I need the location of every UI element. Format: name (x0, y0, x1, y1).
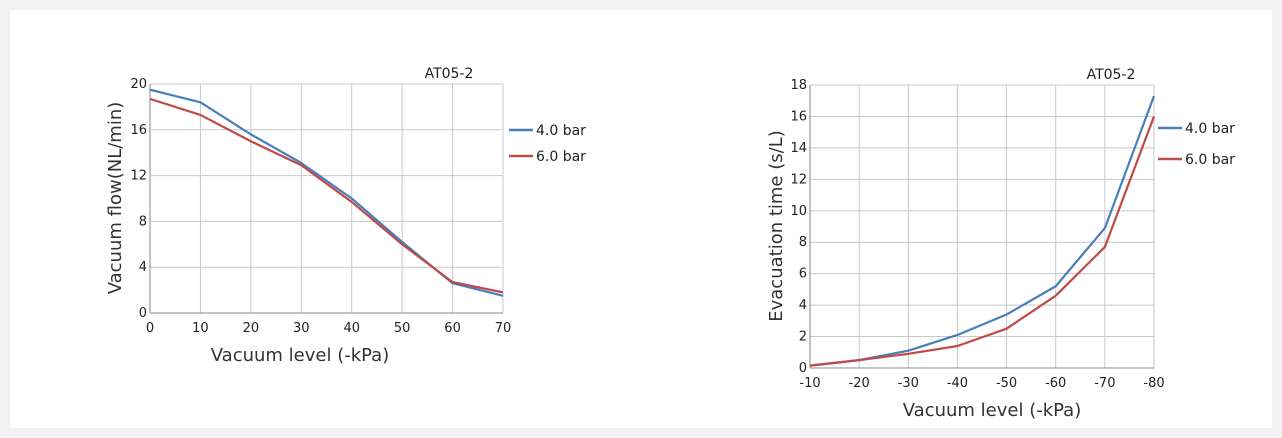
chart-1: 0 4 8 12 16 20 0 10 20 30 40 50 60 70 4.0 bar 6.0 bar AT… (105, 66, 586, 366)
y-tick-label: 12 (130, 169, 147, 184)
x-tick-label: 60 (444, 321, 461, 336)
chart-2: 0 2 4 6 8 10 12 14 16 18 -10 -20 -30 -40 -50 -60 -70 -80 4… (766, 67, 1235, 421)
legend-label: 6.0 bar (536, 149, 586, 165)
chart-panel (10, 10, 1272, 428)
y-tick-label: 0 (799, 361, 807, 376)
x-tick-label: 70 (495, 321, 512, 336)
series-line-2 (809, 116, 1156, 367)
legend-label: 4.0 bar (1185, 121, 1235, 137)
series-line-1 (149, 88, 504, 297)
x-axis-title: Vacuum level (-kPa) (211, 345, 389, 366)
x-tick-label: 0 (146, 321, 154, 336)
x-tick-label: -60 (1045, 376, 1066, 391)
y-tick-label: 2 (799, 330, 807, 345)
legend-label: 4.0 bar (536, 123, 586, 139)
y-tick-label: 4 (139, 260, 147, 275)
chart-title: AT05-2 (1087, 67, 1136, 83)
legend-label: 6.0 bar (1185, 152, 1235, 168)
x-tick-label: -30 (898, 376, 919, 391)
y-tick-label: 16 (790, 109, 807, 124)
y-axis-title: Vacuum flow(NL/min) (105, 102, 126, 295)
x-tick-label: -40 (947, 376, 968, 391)
x-tick-label: 30 (293, 321, 310, 336)
x-tick-label: -50 (996, 376, 1017, 391)
x-tick-label: 40 (343, 321, 360, 336)
x-tick-label: -70 (1094, 376, 1115, 391)
x-tick-label: -10 (799, 376, 820, 391)
y-tick-label: 18 (790, 78, 807, 93)
x-tick-label: 10 (192, 321, 209, 336)
y-tick-label: 16 (130, 123, 147, 138)
y-tick-label: 6 (799, 267, 807, 282)
y-tick-label: 12 (790, 172, 807, 187)
x-axis-title: Vacuum level (-kPa) (903, 400, 1081, 421)
y-tick-label: 20 (130, 77, 147, 92)
y-tick-label: 8 (799, 235, 807, 250)
y-tick-label: 4 (799, 298, 807, 313)
series-line-1 (809, 95, 1156, 367)
chart-title: AT05-2 (425, 66, 474, 82)
y-tick-label: 0 (139, 306, 147, 321)
y-tick-label: 8 (139, 214, 147, 229)
y-tick-label: 10 (790, 204, 807, 219)
x-tick-label: -80 (1143, 376, 1164, 391)
x-tick-label: 20 (243, 321, 260, 336)
x-tick-label: -20 (849, 376, 870, 391)
y-tick-label: 14 (790, 141, 807, 156)
x-tick-label: 50 (394, 321, 411, 336)
series-line-2 (149, 97, 504, 294)
y-axis-title: Evacuation time (s/L) (766, 130, 787, 322)
